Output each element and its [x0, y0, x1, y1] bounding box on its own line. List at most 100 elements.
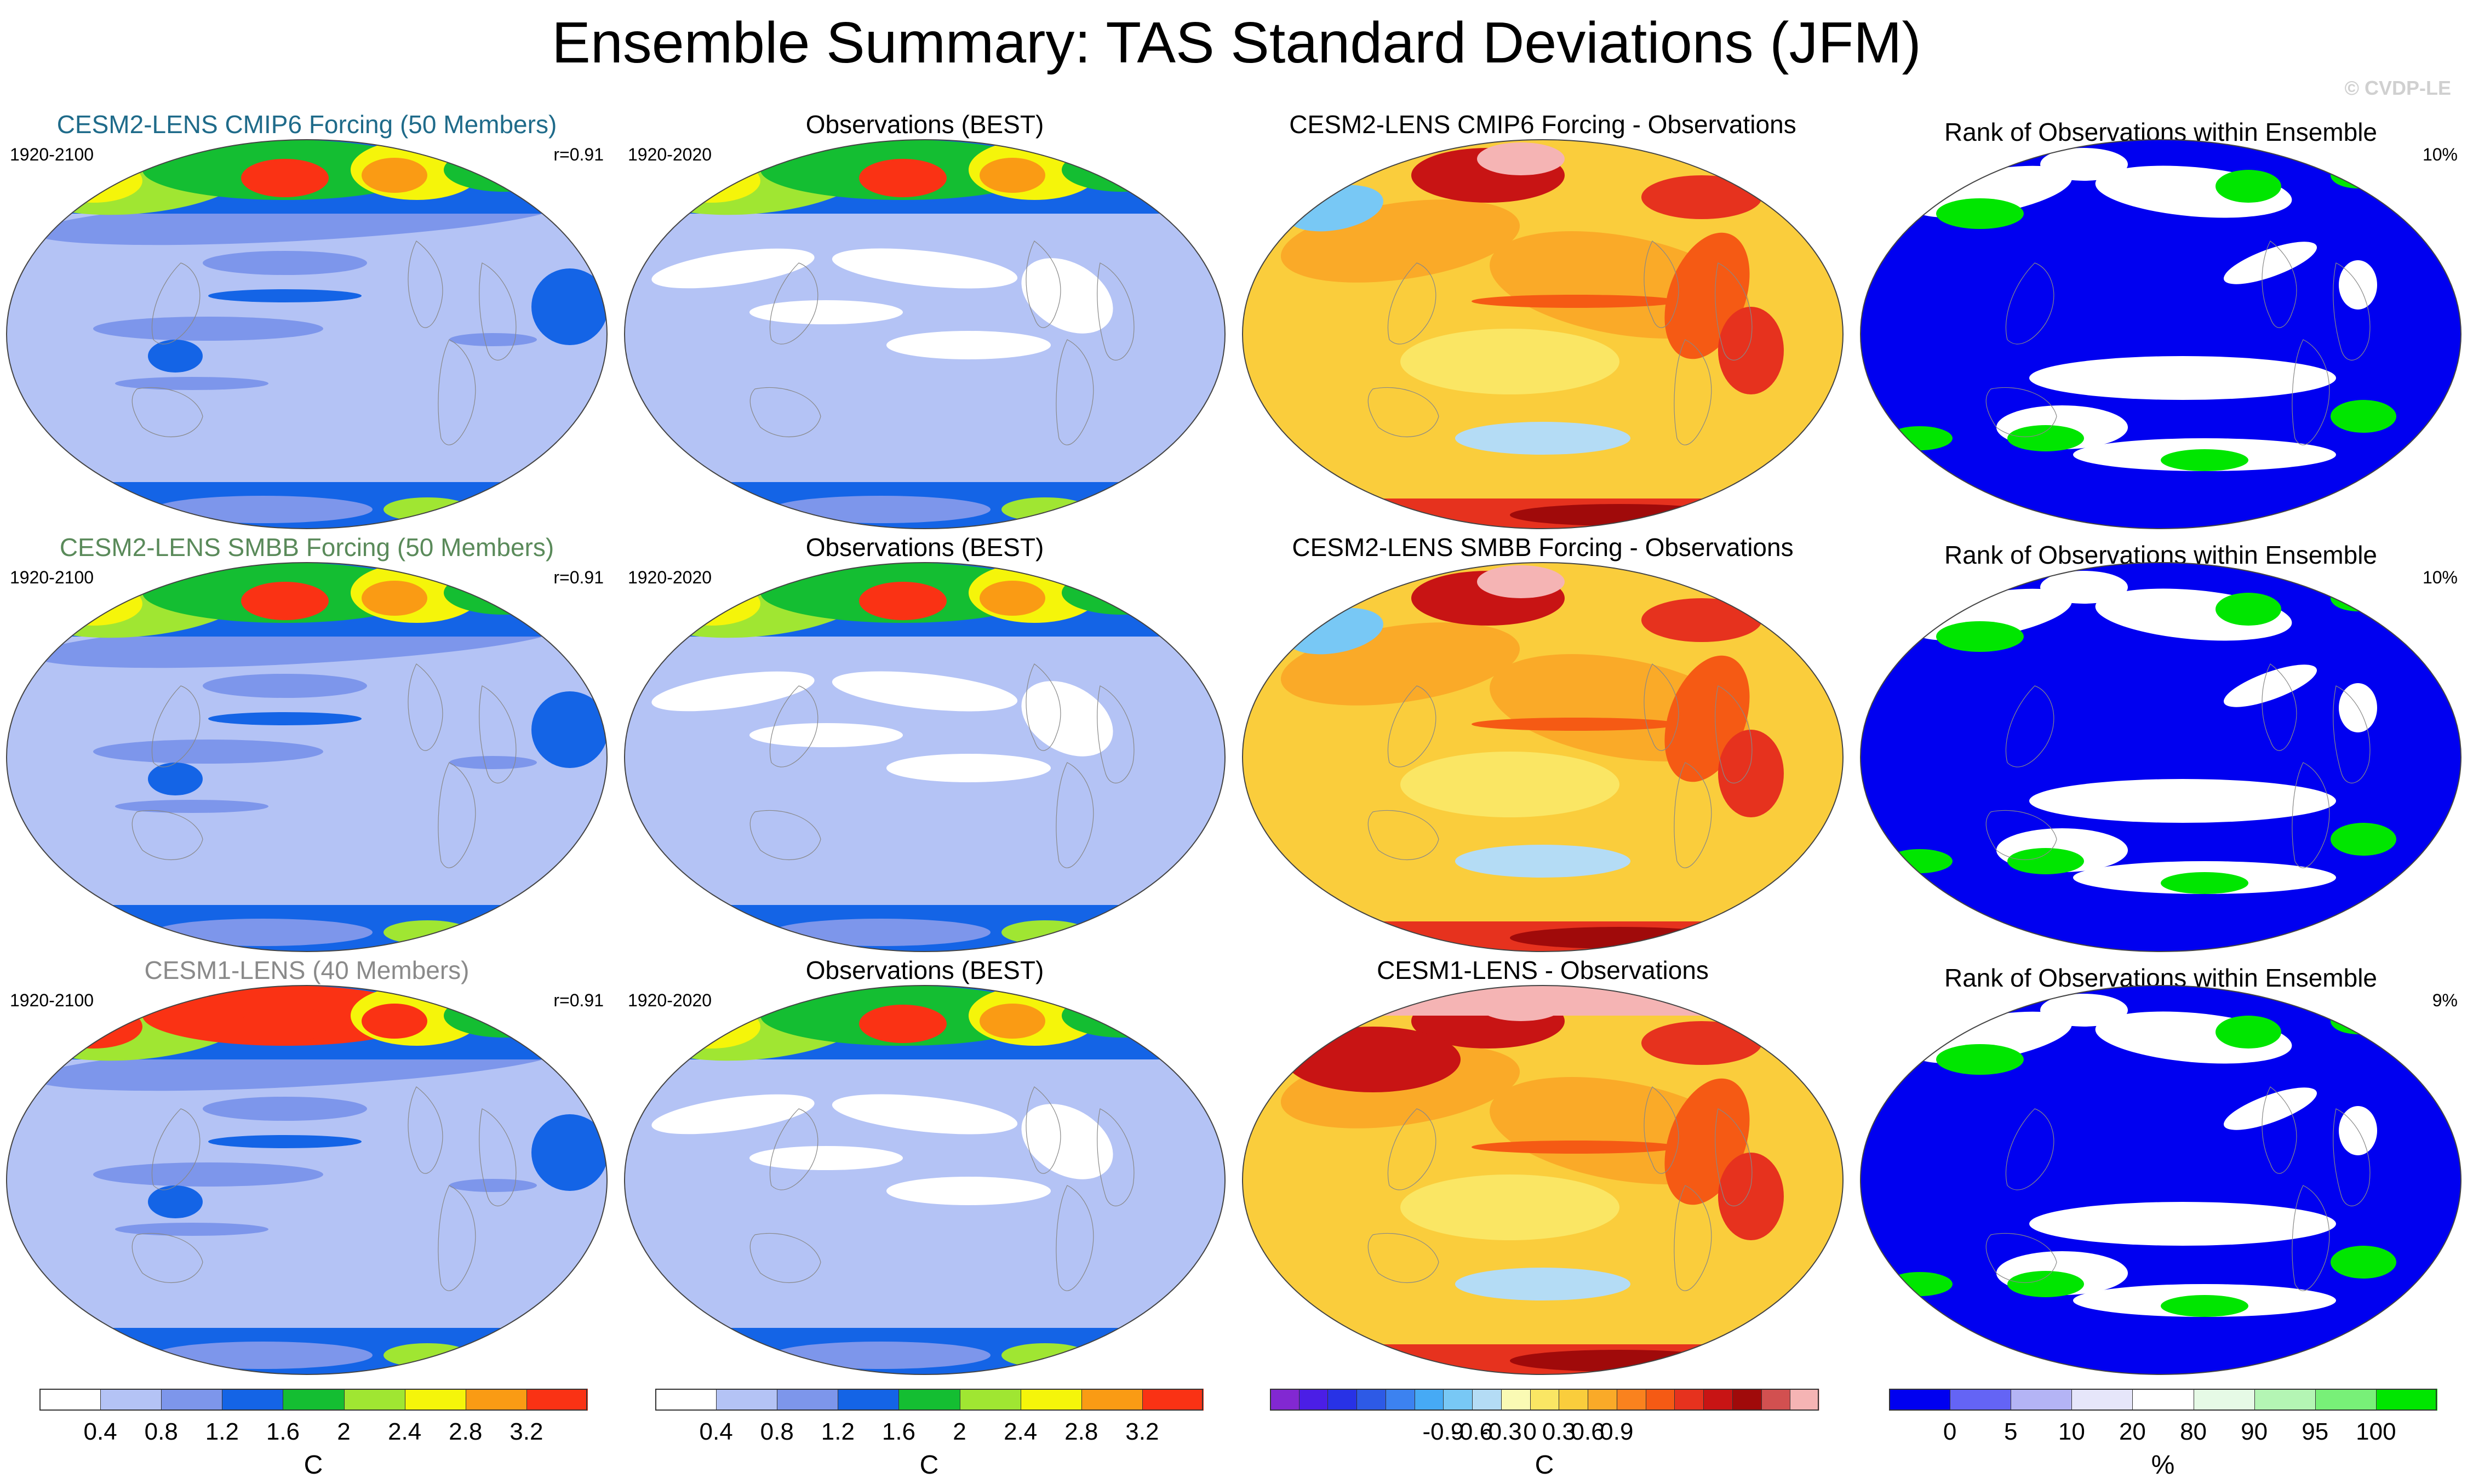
period-label: 1920-2100 [10, 145, 94, 164]
map-outline [6, 985, 608, 1375]
colorbar-swatch [959, 1389, 1021, 1411]
coastline [1367, 1233, 1439, 1284]
coastline [438, 1185, 476, 1291]
rank-green-patch [2161, 872, 2248, 894]
rank-white-patch [2223, 664, 2317, 707]
low-variability-patch [1021, 681, 1113, 757]
rank-green-patch [1936, 1044, 2024, 1075]
coastline [2333, 1108, 2371, 1206]
colorbar-swatch [777, 1389, 839, 1411]
map-field [1861, 563, 2461, 952]
colorbar-swatch [2071, 1389, 2133, 1411]
coastline [2005, 262, 2054, 345]
colorbar-tick-label: 2.4 [388, 1418, 422, 1445]
south-polar-hotspot [383, 497, 471, 522]
colorbar-tick-label: 1.6 [266, 1418, 300, 1445]
colorbar-swatch [283, 1389, 345, 1411]
australia-patch [148, 763, 203, 795]
atlantic-patch [531, 268, 607, 345]
low-variability-patch [749, 1146, 903, 1170]
map-field [1861, 140, 2461, 529]
map-field [625, 985, 1225, 1374]
colorbar-tick-label: 0.3 [1542, 1418, 1576, 1445]
south-polar-hotspot [383, 920, 471, 944]
map-field [7, 563, 607, 952]
low-variability-patch [651, 1094, 815, 1135]
rank-green-patch [1936, 621, 2024, 652]
colorbar-swatch [2193, 1389, 2255, 1411]
australia-patch [148, 340, 203, 373]
south-band [449, 756, 537, 769]
colorbar-swatch [655, 1389, 717, 1411]
coastline [1056, 762, 1094, 868]
low-variability-patch [886, 754, 1051, 782]
enso-band [208, 289, 362, 302]
diff-equatorial [1472, 1141, 1680, 1154]
colorbar-swatch [2254, 1389, 2316, 1411]
diff-cool-patch [1455, 845, 1630, 878]
colorbar-swatch [1414, 1389, 1444, 1411]
low-variability-patch [749, 723, 903, 747]
north-high [1062, 994, 1182, 1038]
rank-green-patch [2007, 425, 2084, 451]
diff-cool-patch [1455, 422, 1630, 455]
rank-white-patch [2029, 779, 2336, 823]
diff-patch [1400, 329, 1619, 394]
correlation-label: r=0.91 [553, 145, 604, 164]
north-hotspot [980, 1004, 1045, 1039]
colorbar-tick-label: 95 [2302, 1418, 2329, 1445]
diff-title: CESM2-LENS SMBB Forcing - Observations [1292, 533, 1794, 561]
colorbar-tick-label: -0.3 [1480, 1418, 1522, 1445]
south-band [449, 333, 537, 346]
rank-white-patch [2040, 994, 2128, 1027]
colorbar-tick-label: 1.2 [205, 1418, 239, 1445]
australia-patch [148, 1185, 203, 1218]
south-polar-hotspot [60, 1351, 159, 1371]
rank-white-patch [2339, 683, 2377, 732]
colorbar-swatch [898, 1389, 960, 1411]
panel-model-row1: CESM2-LENS CMIP6 Forcing (50 Members) 19… [0, 110, 614, 529]
coastline [2292, 1185, 2330, 1291]
colorbar-tick-label: 0.4 [699, 1418, 733, 1445]
rank-green-patch [2331, 1246, 2396, 1279]
correlation-label: r=0.91 [553, 990, 604, 1010]
colorbar-tick-label: 2 [953, 1418, 966, 1445]
south-band [93, 317, 323, 341]
coastline [749, 810, 821, 861]
map-field [7, 985, 607, 1374]
coastline [408, 1086, 443, 1174]
map-field [1243, 985, 1843, 1374]
coastline [1387, 262, 1436, 345]
diff-cool-patch [1455, 1268, 1630, 1300]
colorbar-swatch [1385, 1389, 1415, 1411]
period-label: 1920-2020 [628, 990, 712, 1010]
map-outline [1860, 985, 2461, 1375]
coastline [1026, 663, 1061, 751]
north-hotspot [362, 158, 427, 193]
colorbar-swatch [526, 1389, 588, 1411]
colorbar-swatch [1142, 1389, 1204, 1411]
colorbar-swatch [1703, 1389, 1733, 1411]
coastline [2262, 1086, 2297, 1174]
coastline [2292, 762, 2330, 868]
colorbar-swatch [1356, 1389, 1386, 1411]
colorbar-swatch [1530, 1389, 1560, 1411]
colorbar-frame [1270, 1389, 1819, 1411]
obs-std-map [624, 139, 1226, 529]
south-polar-patch [771, 1342, 991, 1369]
map-outline [1242, 985, 1844, 1375]
rank-green-patch [2216, 593, 2281, 626]
coastline [438, 339, 476, 445]
period-label: 1920-2100 [10, 990, 94, 1010]
low-variability-patch [832, 1094, 1018, 1135]
colorbar-tick-label: 10 [2058, 1418, 2085, 1445]
colorbar-tick-label: 0 [1523, 1418, 1537, 1445]
colorbar-swatch [1020, 1389, 1082, 1411]
rank-green-patch [2216, 170, 2281, 203]
map-field [1861, 985, 2461, 1374]
south-polar-hotspot [678, 1351, 777, 1371]
coastline [2005, 1108, 2054, 1190]
rank-green-patch [2161, 1295, 2248, 1317]
north-hotspot [662, 1005, 760, 1048]
obs-title: Observations (BEST) [805, 533, 1044, 561]
